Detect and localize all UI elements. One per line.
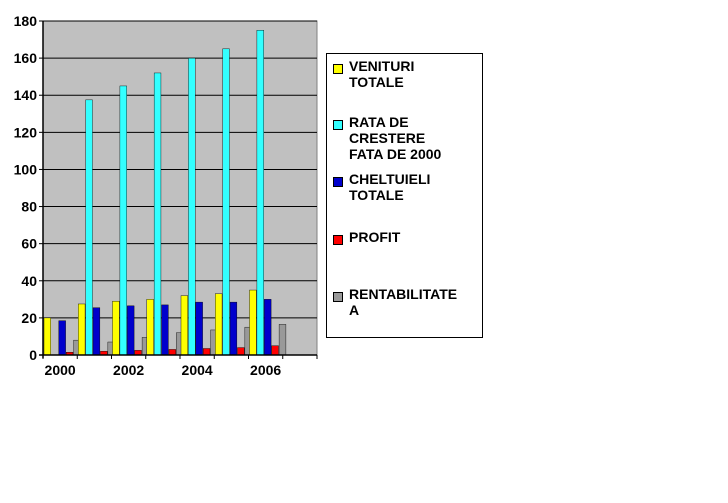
y-tick-label: 0 — [29, 347, 37, 363]
bar-2004-s1 — [188, 57, 196, 356]
bar-2002-s2 — [127, 305, 135, 356]
bar-2003-s3 — [168, 349, 176, 356]
legend-item-rentabilitate: RENTABILITATE A — [333, 286, 484, 318]
bar-2005-s3 — [237, 347, 245, 356]
bar-2005-s1 — [222, 48, 230, 356]
bar-2003-s2 — [161, 304, 169, 356]
legend-swatch-rata — [333, 120, 343, 130]
bar-2006-s2 — [264, 299, 272, 356]
x-tick-label-2004: 2004 — [182, 362, 213, 378]
bar-2005-s0 — [215, 293, 223, 356]
legend-swatch-rentabilitate — [333, 292, 343, 302]
legend-label-cheltuieli: CHELTUIELI TOTALE — [349, 171, 431, 203]
x-tick-label-2006: 2006 — [250, 362, 281, 378]
y-tick-label: 140 — [14, 87, 38, 103]
bar-2006-s0 — [249, 289, 257, 356]
y-tick-label: 160 — [14, 50, 38, 66]
y-tick-label: 60 — [21, 236, 37, 252]
bar-2000-s0 — [43, 317, 52, 356]
bar-2001-s0 — [78, 303, 86, 356]
bar-2006-s1 — [256, 30, 264, 356]
legend-label-profit: PROFIT — [349, 229, 401, 245]
bar-2004-s0 — [180, 295, 189, 356]
legend-item-profit: PROFIT — [333, 229, 484, 245]
legend-item-venituri: VENITURI TOTALE — [333, 58, 484, 90]
legend-label-venituri: VENITURI TOTALE — [349, 58, 415, 90]
legend-item-cheltuieli: CHELTUIELI TOTALE — [333, 171, 484, 203]
y-tick-label: 20 — [21, 310, 37, 326]
y-tick-label: 100 — [14, 161, 38, 177]
bar-2001-s1 — [85, 99, 93, 356]
bar-2004-s2 — [195, 301, 203, 356]
y-tick-label: 80 — [21, 199, 37, 215]
x-tick-label-2000: 2000 — [45, 362, 76, 378]
bar-2005-s2 — [229, 301, 238, 356]
bar-2006-s4 — [278, 324, 287, 356]
y-tick-label: 40 — [21, 273, 37, 289]
y-tick-label: 120 — [14, 124, 38, 140]
bar-2003-s1 — [153, 72, 162, 356]
bar-2002-s1 — [119, 85, 127, 356]
bar-2003-s0 — [146, 299, 154, 356]
bar-2006-s3 — [271, 345, 279, 356]
legend-swatch-profit — [333, 235, 343, 245]
legend-label-rata: RATA DE CRESTERE FATA DE 2000 — [349, 114, 442, 162]
legend-swatch-venituri — [333, 64, 343, 74]
legend-label-rentabilitate: RENTABILITATE A — [349, 286, 458, 318]
x-tick-label-2002: 2002 — [113, 362, 144, 378]
legend: VENITURI TOTALE RATA DE CRESTERE FATA DE… — [326, 53, 483, 338]
bar-2002-s0 — [112, 300, 120, 356]
bar-2000-s2 — [58, 320, 66, 356]
legend-item-rata: RATA DE CRESTERE FATA DE 2000 — [333, 114, 484, 162]
bar-2001-s2 — [92, 307, 101, 356]
bar-2004-s3 — [202, 348, 211, 356]
y-tick-label: 180 — [14, 13, 38, 29]
legend-swatch-cheltuieli — [333, 177, 343, 187]
